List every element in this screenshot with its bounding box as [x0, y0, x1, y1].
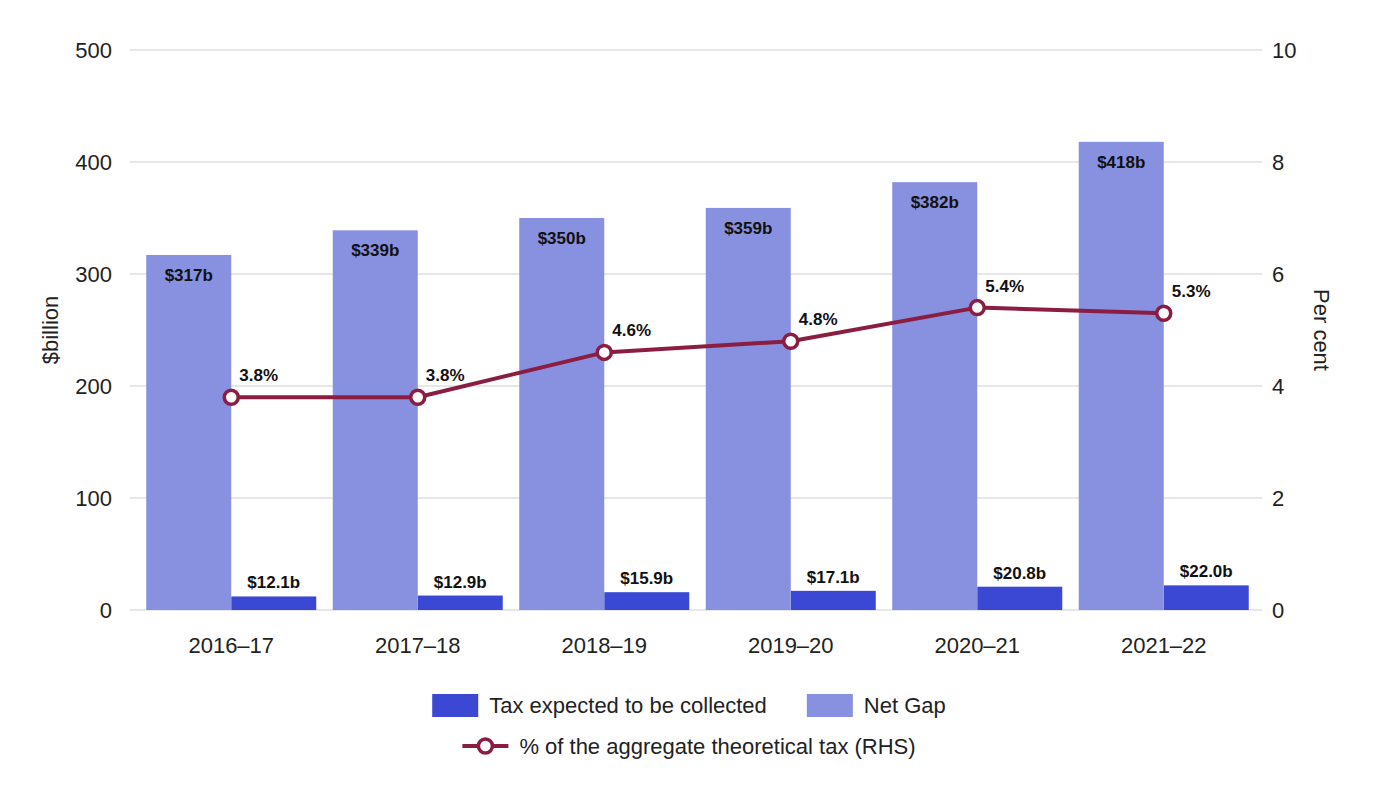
data-label: $12.1b: [247, 573, 300, 592]
bar: [1164, 585, 1249, 610]
data-label: $12.9b: [434, 573, 487, 592]
data-label: $382b: [911, 193, 959, 212]
x-tick-label: 2021–22: [1121, 633, 1207, 658]
legend-item: Net Gap: [807, 693, 946, 718]
y2-tick-label: 10: [1272, 38, 1296, 63]
data-label: $22.0b: [1180, 562, 1233, 581]
bar: [231, 596, 316, 610]
bar: [604, 592, 689, 610]
line-marker: [970, 301, 984, 315]
legend-label: % of the aggregate theoretical tax (RHS): [519, 734, 915, 759]
bar: [892, 182, 977, 610]
data-label: 5.4%: [985, 277, 1024, 296]
data-label: $15.9b: [620, 569, 673, 588]
data-labels: $12.1b $12.9b $15.9b $17.1b $20.8b $22.0b $317…: [165, 153, 1233, 593]
legend-swatch: [807, 694, 853, 717]
y-tick-label: 100: [75, 486, 112, 511]
bar: [333, 230, 418, 610]
chart: 0 100 200 300 400 500 0 2 4 6 8 10 $billion Per cent 2…: [0, 0, 1378, 794]
marks: [146, 142, 1249, 610]
y2-tick-label: 0: [1272, 598, 1284, 623]
y-axis-title: $billion: [38, 296, 63, 365]
y-tick-label: 300: [75, 262, 112, 287]
legend-marker: [478, 739, 492, 753]
x-tick-label: 2019–20: [748, 633, 834, 658]
x-tick-label: 2020–21: [934, 633, 1020, 658]
data-label: 5.3%: [1172, 282, 1211, 301]
y2-tick-label: 8: [1272, 150, 1284, 175]
legend-item: Tax expected to be collected: [432, 693, 767, 718]
y2-tick-label: 4: [1272, 374, 1284, 399]
line: [231, 308, 1164, 398]
data-label: $317b: [165, 266, 213, 285]
bar: [791, 591, 876, 610]
legend-label: Tax expected to be collected: [489, 693, 767, 718]
data-label: $17.1b: [807, 568, 860, 587]
y-tick-label: 500: [75, 38, 112, 63]
bar: [418, 596, 503, 610]
grid: [130, 50, 1262, 610]
y-tick-label: 400: [75, 150, 112, 175]
legend-swatch: [462, 739, 508, 753]
line-marker: [1157, 306, 1171, 320]
line-marker: [224, 390, 238, 404]
y-tick-label: 200: [75, 374, 112, 399]
data-label: 3.8%: [426, 366, 465, 385]
y2-tick-label: 6: [1272, 262, 1284, 287]
data-label: $339b: [351, 241, 399, 260]
x-tick-label: 2016–17: [188, 633, 274, 658]
data-label: $418b: [1097, 153, 1145, 172]
y2-axis-title: Per cent: [1309, 289, 1334, 371]
bar: [706, 208, 791, 610]
data-label: $350b: [538, 229, 586, 248]
data-label: $359b: [724, 219, 772, 238]
data-label: 4.6%: [612, 321, 651, 340]
bar: [146, 255, 231, 610]
x-tick-label: 2018–19: [561, 633, 647, 658]
line-marker: [597, 345, 611, 359]
x-tick-label: 2017–18: [375, 633, 461, 658]
bar: [519, 218, 604, 610]
legend: Tax expected to be collected Net Gap % of …: [432, 693, 946, 759]
bar: [977, 587, 1062, 610]
legend-item: % of the aggregate theoretical tax (RHS): [462, 734, 915, 759]
data-label: 4.8%: [799, 310, 838, 329]
y2-tick-label: 2: [1272, 486, 1284, 511]
legend-label: Net Gap: [864, 693, 946, 718]
line-marker: [411, 390, 425, 404]
grid-line: [130, 50, 1262, 51]
bar: [1079, 142, 1164, 610]
line-marker: [784, 334, 798, 348]
legend-swatch: [432, 694, 478, 717]
data-label: 3.8%: [239, 366, 278, 385]
data-label: $20.8b: [993, 564, 1046, 583]
y-tick-label: 0: [100, 598, 112, 623]
